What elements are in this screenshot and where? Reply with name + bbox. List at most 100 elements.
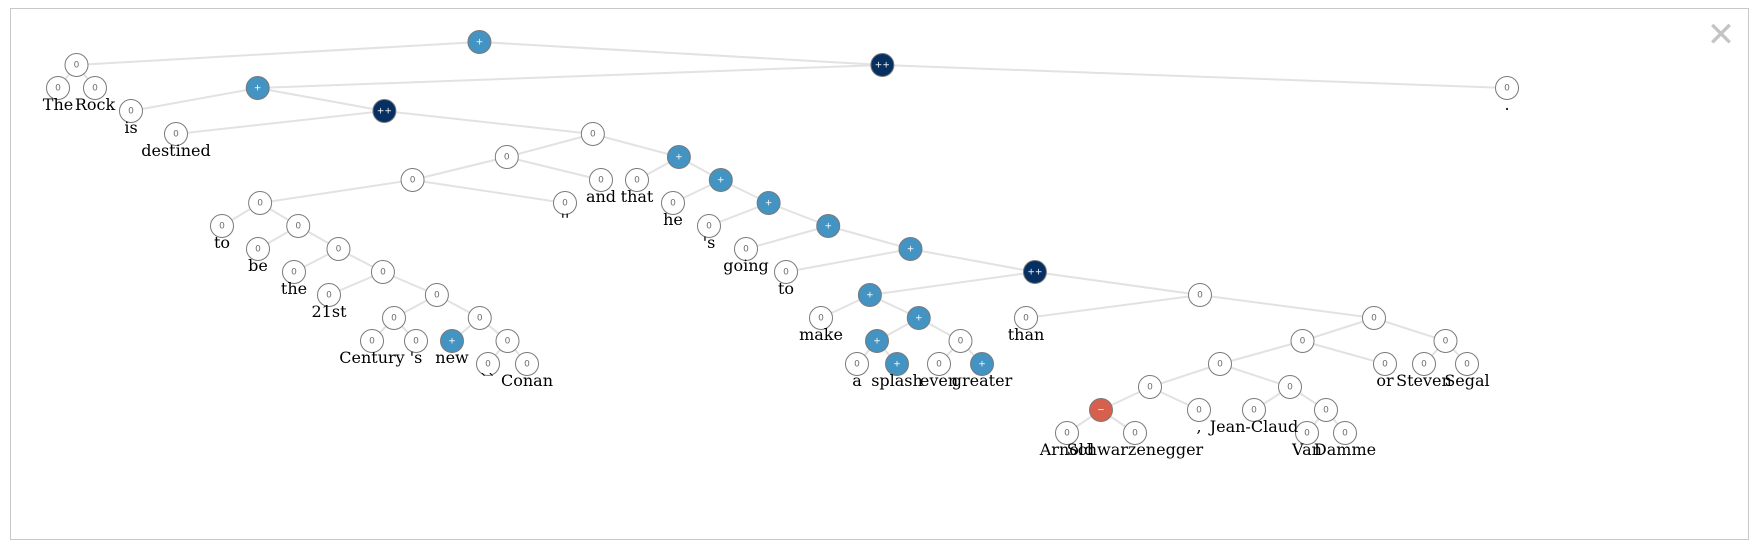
sentiment-node[interactable]: 0	[282, 260, 306, 284]
sentiment-node[interactable]: 0	[424, 283, 449, 307]
sentiment-node-circle	[845, 352, 869, 376]
sentiment-node[interactable]: 0	[809, 306, 833, 330]
sentiment-node[interactable]: 0	[246, 237, 270, 261]
sentiment-node-circle	[440, 329, 464, 353]
sentiment-node-circle	[1138, 375, 1162, 399]
sentiment-node[interactable]: 0	[1123, 421, 1147, 445]
sentiment-node[interactable]: +	[245, 76, 270, 100]
sentiment-node[interactable]: 0	[46, 76, 70, 100]
sentiment-node-label: 0	[173, 130, 179, 140]
close-icon[interactable]: ✕	[1706, 15, 1736, 55]
sentiment-node[interactable]: 0	[382, 306, 406, 330]
sentiment-node[interactable]: 0	[370, 260, 395, 284]
sentiment-node[interactable]: 0	[515, 352, 539, 376]
sentiment-node-circle	[756, 191, 781, 215]
sentiment-node[interactable]: +	[816, 214, 841, 238]
sentiment-node[interactable]: 0	[1188, 283, 1212, 307]
sentiment-node[interactable]: 0	[1495, 76, 1519, 100]
sentiment-node[interactable]: 0	[83, 76, 107, 100]
sentiment-node[interactable]: 0	[404, 329, 428, 353]
sentiment-node[interactable]: 0	[589, 168, 613, 192]
sentiment-node[interactable]: ++	[870, 53, 895, 77]
tree-edge	[175, 110, 385, 135]
sentiment-node[interactable]: 0	[734, 237, 758, 261]
sentiment-node[interactable]: 0	[1055, 421, 1079, 445]
sentiment-node[interactable]: +	[865, 329, 889, 353]
sentiment-node-label: +	[893, 360, 901, 370]
sentiment-node[interactable]: 0	[64, 53, 89, 77]
tree-edge	[384, 110, 593, 135]
sentiment-node[interactable]: 0	[1014, 306, 1038, 330]
sentiment-node[interactable]: 0	[1242, 398, 1266, 422]
sentiment-node-circle	[282, 260, 306, 284]
sentiment-node[interactable]: 0	[553, 191, 577, 215]
sentiment-node[interactable]: 0	[495, 329, 520, 353]
sentiment-node[interactable]: +	[708, 168, 733, 192]
sentiment-node-label: 0	[1342, 429, 1348, 439]
sentiment-node[interactable]: 0	[494, 145, 519, 169]
sentiment-node[interactable]: 0	[1433, 329, 1458, 353]
sentiment-node[interactable]: 0	[1290, 329, 1315, 353]
sentiment-node[interactable]: 0	[697, 214, 721, 238]
sentiment-node[interactable]: 0	[326, 237, 351, 261]
sentiment-node[interactable]: 0	[1373, 352, 1397, 376]
sentiment-node[interactable]: 0	[1333, 421, 1357, 445]
sentiment-node[interactable]: 0	[1362, 306, 1386, 330]
sentiment-node-circle	[927, 352, 951, 376]
sentiment-node[interactable]: +	[906, 306, 931, 330]
sentiment-node[interactable]: 0	[927, 352, 951, 376]
sentiment-node[interactable]: 0	[1278, 375, 1302, 399]
sentiment-node[interactable]: +	[756, 191, 781, 215]
tree-edge	[785, 248, 911, 273]
token-word: than	[1008, 325, 1045, 344]
sentiment-node-label: 0	[55, 84, 61, 94]
sentiment-node[interactable]: 0	[580, 122, 605, 146]
sentiment-node[interactable]: +	[666, 145, 691, 169]
sentiment-node[interactable]: +	[440, 329, 464, 353]
sentiment-node[interactable]: +	[898, 237, 923, 261]
sentiment-node[interactable]: ++	[1022, 260, 1047, 284]
sentiment-node-circle	[1208, 352, 1232, 376]
sentiment-node-circle	[1295, 421, 1319, 445]
sentiment-node[interactable]: 0	[286, 214, 311, 238]
sentiment-node[interactable]: 0	[119, 99, 143, 123]
sentiment-node[interactable]: ++	[372, 99, 397, 123]
sentiment-node[interactable]: 0	[1314, 398, 1338, 422]
sentiment-node[interactable]: 0	[360, 329, 384, 353]
sentiment-node[interactable]: 0	[248, 191, 273, 215]
sentiment-node[interactable]: 0	[476, 352, 500, 376]
sentiment-node[interactable]: 0	[948, 329, 973, 353]
token-word: greater	[952, 371, 1013, 390]
sentiment-node[interactable]: +	[857, 283, 882, 307]
sentiment-node[interactable]: 0	[845, 352, 869, 376]
sentiment-node[interactable]: 0	[1455, 352, 1479, 376]
sentiment-node[interactable]: −	[1089, 398, 1113, 422]
sentiment-node[interactable]: +	[970, 352, 994, 376]
sentiment-node[interactable]: 0	[774, 260, 798, 284]
sentiment-node-label: 0	[1217, 360, 1223, 370]
sentiment-node-label: +	[476, 38, 484, 48]
tree-edge	[1373, 317, 1446, 342]
sentiment-node[interactable]: +	[885, 352, 909, 376]
sentiment-node-label: 0	[958, 337, 964, 347]
sentiment-node[interactable]: 0	[1208, 352, 1232, 376]
token-word: 's	[703, 233, 716, 252]
sentiment-node[interactable]: 0	[1295, 421, 1319, 445]
sentiment-node[interactable]: 0	[210, 214, 234, 238]
sentiment-node[interactable]: 0	[1138, 375, 1162, 399]
sentiment-node[interactable]: 0	[467, 306, 492, 330]
sentiment-node[interactable]: +	[467, 30, 492, 54]
sentiment-node-label: 0	[291, 268, 297, 278]
sentiment-node-label: 0	[590, 130, 596, 140]
sentiment-node[interactable]: 0	[400, 168, 425, 192]
sentiment-node-circle	[870, 53, 895, 77]
sentiment-node[interactable]: 0	[164, 122, 188, 146]
sentiment-node[interactable]: 0	[317, 283, 341, 307]
sentiment-node-circle	[317, 283, 341, 307]
sentiment-node-label: 0	[743, 245, 749, 255]
sentiment-node[interactable]: 0	[625, 168, 649, 192]
sentiment-node[interactable]: 0	[1412, 352, 1436, 376]
sentiment-node[interactable]: 0	[661, 191, 685, 215]
sentiment-node[interactable]: 0	[1187, 398, 1211, 422]
